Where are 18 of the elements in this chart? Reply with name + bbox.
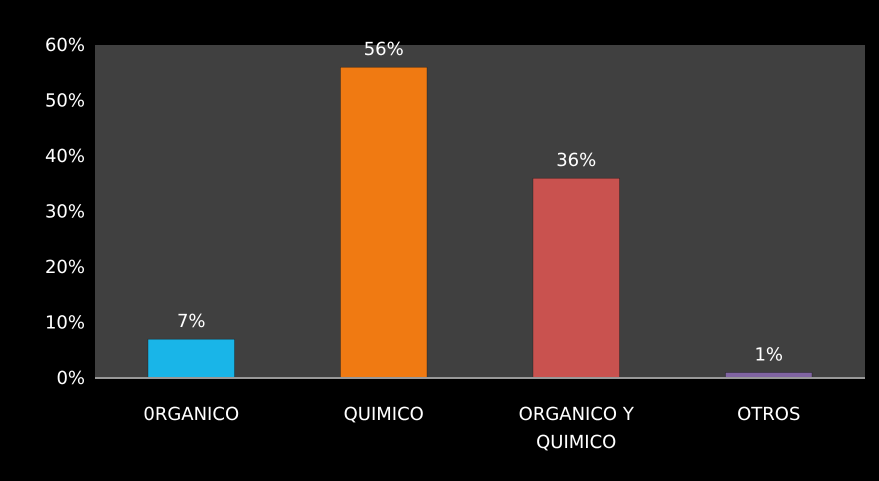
x-tick-label: QUIMICO — [344, 404, 424, 425]
data-label: 7% — [176, 311, 206, 332]
y-tick-label: 60% — [44, 34, 85, 56]
bar — [532, 178, 620, 378]
y-tick-label: 30% — [44, 201, 85, 222]
x-tick-label: ORGANICO Y QUIMICO — [518, 404, 635, 453]
bar — [148, 338, 235, 378]
bar — [340, 66, 428, 378]
data-label: 36% — [556, 150, 596, 172]
y-tick-label: 10% — [44, 312, 85, 334]
x-tick-label: 0RGANICO — [143, 404, 240, 425]
data-label: 1% — [754, 344, 784, 366]
y-tick-label: 40% — [44, 146, 85, 167]
y-tick-label: 50% — [44, 90, 85, 112]
x-tick-label: OTROS — [737, 404, 800, 425]
y-tick-label: 20% — [44, 256, 85, 278]
y-tick-label: 0% — [56, 368, 85, 389]
data-label: 56% — [364, 39, 404, 60]
